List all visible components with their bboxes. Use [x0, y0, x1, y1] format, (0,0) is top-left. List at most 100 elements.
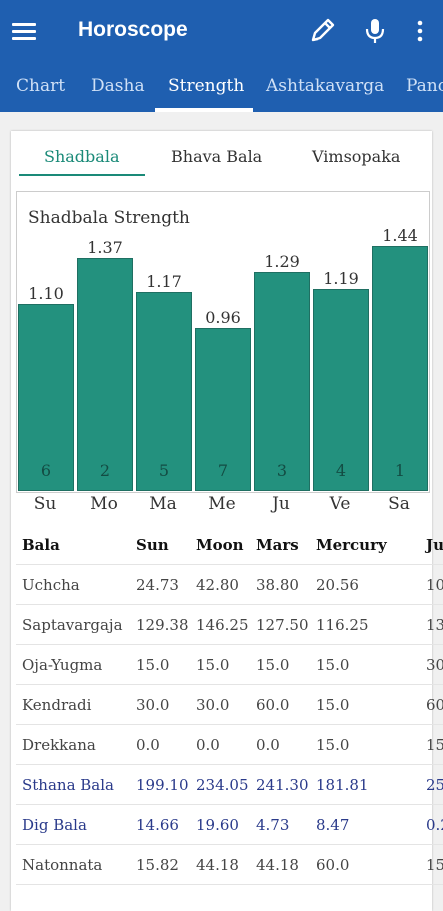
subtab-indicator	[19, 174, 145, 176]
x-tick-label: Mo	[90, 494, 118, 514]
bar-su	[18, 304, 74, 491]
x-tick-label: Ju	[272, 494, 290, 514]
x-tick-label: Ma	[149, 494, 177, 514]
table-cell: 20.56	[316, 576, 359, 594]
table-cell: Kendradi	[22, 696, 92, 714]
table-row: Uchcha 24.73 42.80 38.80 20.56 10.9	[16, 565, 443, 605]
x-tick-label: Ve	[329, 494, 351, 514]
table-cell: 15.82	[136, 856, 179, 874]
table-row: Dig Bala 14.66 19.60 4.73 8.47 0.26	[16, 805, 443, 845]
bar-rank-label: 3	[276, 461, 288, 480]
menu-icon[interactable]	[12, 20, 36, 42]
table-cell: 15.0	[426, 736, 443, 754]
table-cell: Drekkana	[22, 736, 96, 754]
bar-value-label: 1.10	[28, 284, 64, 303]
table-cell: 60.0	[426, 696, 443, 714]
table-cell: 30.0	[196, 696, 230, 714]
strength-card: Shadbala Bhava Bala Vimsopaka Shadbala S…	[11, 131, 432, 911]
table-row: Natonnata 15.82 44.18 44.18 60.0 15.8	[16, 845, 443, 885]
more-options-icon[interactable]	[404, 14, 436, 48]
table-cell: 4.73	[256, 816, 290, 834]
table-row: Oja-Yugma 15.0 15.0 15.0 15.0 30.0	[16, 645, 443, 685]
table-header-cell: Mars	[256, 536, 299, 554]
table-cell: 15.0	[316, 656, 350, 674]
table-cell: 0.0	[136, 736, 160, 754]
table-header-cell: Sun	[136, 536, 169, 554]
bar-rank-label: 4	[335, 461, 347, 480]
table-cell: 0.0	[256, 736, 280, 754]
table-cell: 42.80	[196, 576, 239, 594]
table-cell: Oja-Yugma	[22, 656, 103, 674]
tab-panchang[interactable]: Panc	[406, 76, 443, 96]
x-tick-label: Sa	[388, 494, 410, 514]
bar-value-label: 1.37	[87, 238, 123, 257]
table-cell: 14.66	[136, 816, 179, 834]
table-cell: 30.0	[426, 656, 443, 674]
tab-chart[interactable]: Chart	[16, 76, 66, 96]
table-cell: 15.0	[136, 656, 170, 674]
table-cell: 181.81	[316, 776, 369, 794]
tab-dasha[interactable]: Dasha	[91, 76, 145, 96]
active-tab-indicator	[155, 108, 253, 112]
x-tick-label: Me	[208, 494, 236, 514]
table-row: Sthana Bala 199.10 234.05 241.30 181.81 250.	[16, 765, 443, 805]
subtab-bhava-bala[interactable]: Bhava Bala	[171, 147, 263, 166]
table-header-row: Bala Sun Moon Mars Mercury Jupi	[16, 525, 443, 565]
table-header-cell: Jupi	[426, 536, 443, 554]
bar-ve	[313, 289, 369, 491]
table-cell: Uchcha	[22, 576, 80, 594]
table-header-cell: Bala	[22, 536, 60, 554]
table-row: Saptavargaja 129.38 146.25 127.50 116.25 135.	[16, 605, 443, 645]
table-cell: 15.0	[256, 656, 290, 674]
edit-icon[interactable]	[307, 14, 339, 48]
tab-ashtakavarga[interactable]: Ashtakavarga	[266, 76, 385, 96]
chart-title: Shadbala Strength	[28, 208, 190, 228]
bar-ma	[136, 292, 192, 491]
table-cell: 60.0	[256, 696, 290, 714]
table-row: Kendradi 30.0 30.0 60.0 15.0 60.0	[16, 685, 443, 725]
bar-value-label: 1.29	[264, 252, 300, 271]
table-cell: 129.38	[136, 616, 189, 634]
table-cell: 30.0	[136, 696, 170, 714]
table-cell: 15.0	[196, 656, 230, 674]
bar-sa	[372, 246, 428, 491]
bar-rank-label: 1	[394, 461, 406, 480]
subtab-vimsopaka[interactable]: Vimsopaka	[312, 147, 401, 166]
table-cell: 234.05	[196, 776, 249, 794]
table-cell: 127.50	[256, 616, 309, 634]
table-cell: 15.0	[316, 736, 350, 754]
table-cell: 19.60	[196, 816, 239, 834]
bar-rank-label: 7	[217, 461, 229, 480]
table-cell: 60.0	[316, 856, 350, 874]
bar-value-label: 0.96	[205, 308, 241, 327]
bar-value-label: 1.44	[382, 226, 418, 245]
table-cell: 15.8	[426, 856, 443, 874]
table-cell: 15.0	[316, 696, 350, 714]
bar-rank-label: 6	[40, 461, 52, 480]
table-cell: Dig Bala	[22, 816, 87, 834]
table-cell: 241.30	[256, 776, 309, 794]
table-cell: 10.9	[426, 576, 443, 594]
table-cell: 0.26	[426, 816, 443, 834]
table-row: Drekkana 0.0 0.0 0.0 15.0 15.0	[16, 725, 443, 765]
table-cell: 38.80	[256, 576, 299, 594]
table-cell: 0.0	[196, 736, 220, 754]
table-cell: 44.18	[256, 856, 299, 874]
subtab-shadbala[interactable]: Shadbala	[44, 147, 120, 166]
tab-strength[interactable]: Strength	[168, 76, 245, 96]
x-tick-label: Su	[33, 494, 57, 514]
app-title: Horoscope	[78, 18, 188, 41]
table-cell: 135.	[426, 616, 443, 634]
table-header-cell: Mercury	[316, 536, 387, 554]
table-cell: Saptavargaja	[22, 616, 123, 634]
table-cell: 24.73	[136, 576, 179, 594]
bar-me	[195, 328, 251, 491]
table-cell: 44.18	[196, 856, 239, 874]
table-header-cell: Moon	[196, 536, 244, 554]
bar-ju	[254, 272, 310, 491]
table-cell: 146.25	[196, 616, 249, 634]
microphone-icon[interactable]	[359, 14, 391, 48]
table-cell: Sthana Bala	[22, 776, 114, 794]
app-bar: Horoscope Chart Dasha Strength Ashtakava…	[0, 0, 443, 112]
bar-value-label: 1.19	[323, 269, 359, 288]
